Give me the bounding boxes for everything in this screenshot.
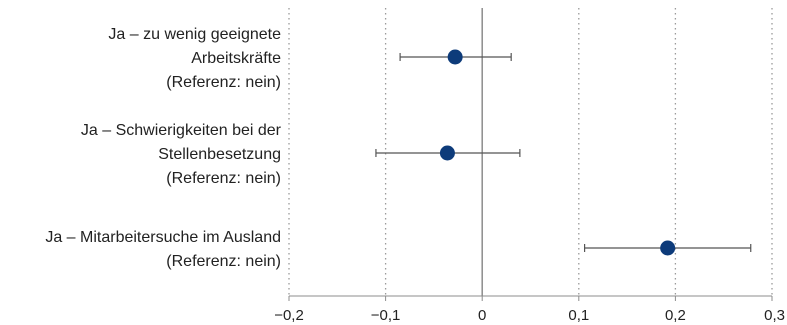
category-labels: Ja – zu wenig geeignete Arbeitskräfte (Ref… [45, 26, 281, 270]
data-marks [375, 49, 752, 256]
estimate-point-1 [439, 145, 455, 161]
category-label-1-line-0: Ja – Schwierigkeiten bei der [81, 122, 282, 139]
x-tick-label-4: 0,2 [665, 307, 686, 324]
x-tick-label-5: 0,3 [764, 307, 785, 324]
category-label-2-line-1: (Referenz: nein) [166, 253, 281, 270]
category-label-0-line-2: (Referenz: nein) [166, 74, 281, 91]
category-label-0-line-0: Ja – zu wenig geeignete [108, 26, 281, 43]
category-label-1-line-1: Stellenbesetzung [158, 146, 281, 163]
x-tick-label-2: 0 [478, 307, 486, 324]
x-tick-label-1: −0,1 [371, 307, 401, 324]
category-label-1-line-2: (Referenz: nein) [166, 170, 281, 187]
estimate-point-2 [660, 240, 676, 256]
category-label-0-line-1: Arbeitskräfte [191, 50, 281, 67]
estimate-point-0 [447, 49, 463, 65]
x-tick-label-3: 0,1 [568, 307, 589, 324]
x-axis-ticks: −0,2 −0,1 0 0,1 0,2 0,3 [274, 296, 785, 324]
x-tick-label-0: −0,2 [274, 307, 304, 324]
grid-lines [288, 8, 773, 296]
category-label-2-line-0: Ja – Mitarbeitersuche im Ausland [45, 229, 281, 246]
